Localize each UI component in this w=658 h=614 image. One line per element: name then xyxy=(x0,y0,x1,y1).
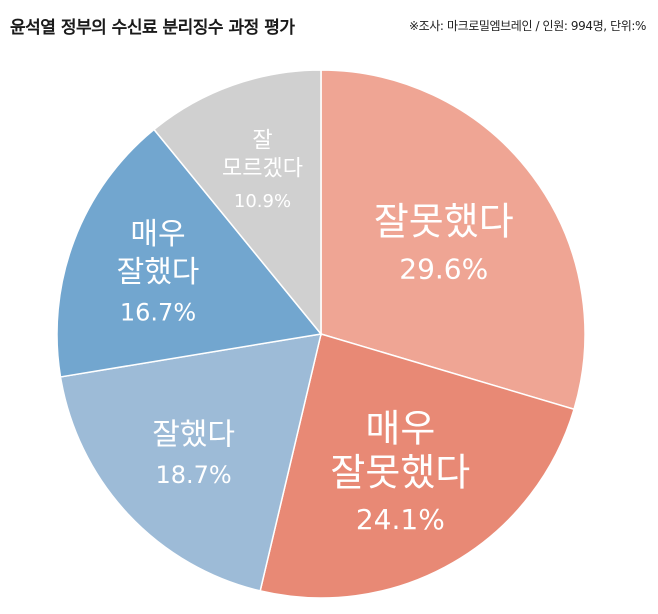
slice-label: 매우 xyxy=(365,406,435,450)
pie-slice xyxy=(56,128,323,378)
slice-label: 매우 xyxy=(130,217,185,252)
slice-label: 잘했다 xyxy=(117,255,200,290)
slice-label: 잘 xyxy=(252,129,272,154)
pie-slice xyxy=(259,333,575,599)
slice-label: 모르겠다 xyxy=(222,157,303,182)
slice-value-label: 10.9% xyxy=(234,191,291,212)
slice-label: 잘했다 xyxy=(152,417,235,452)
slice-value-label: 16.7% xyxy=(120,298,196,326)
slice-value-label: 24.1% xyxy=(356,503,445,536)
slice-label-group: 잘했다 18.7% xyxy=(152,417,235,489)
source-note: ※조사: 마크로밀엠브레인 / 인원: 994명, 단위:% xyxy=(408,19,646,33)
chart-title: 윤석열 정부의 수신료 분리징수 과정 평가 xyxy=(10,18,295,38)
pie-slice xyxy=(59,333,322,592)
pie-slice xyxy=(320,69,586,411)
slice-value-label: 29.6% xyxy=(399,252,488,285)
slice-value-label: 18.7% xyxy=(155,461,231,489)
slice-label: 잘못했다 xyxy=(330,450,470,494)
slice-label-group: 잘못했다 29.6% xyxy=(374,200,514,286)
slice-label: 잘못했다 xyxy=(374,200,514,244)
pie-slice xyxy=(152,69,322,337)
